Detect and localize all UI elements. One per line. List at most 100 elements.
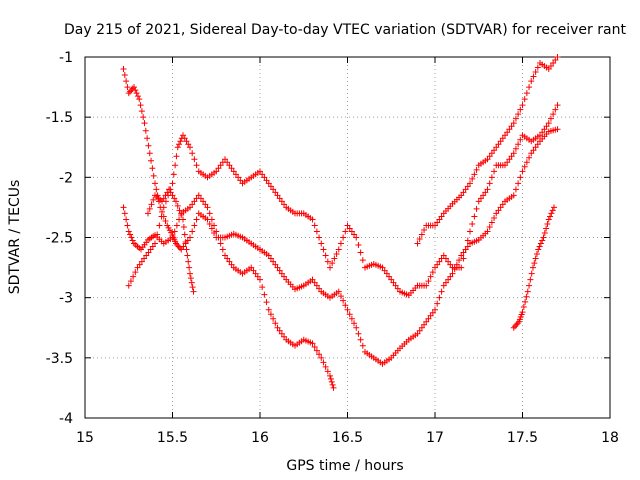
data-point-marker <box>480 192 487 199</box>
data-point-marker <box>181 135 188 142</box>
data-point-marker <box>388 276 395 283</box>
data-point-marker <box>281 333 288 340</box>
data-point-marker <box>392 282 399 289</box>
data-point-marker <box>187 270 193 277</box>
data-point-marker <box>232 171 239 178</box>
data-point-marker <box>125 282 132 289</box>
data-point-marker <box>254 273 261 280</box>
data-point-marker <box>434 261 441 268</box>
data-point-marker <box>445 258 452 265</box>
data-point-marker <box>552 57 559 64</box>
data-point-marker <box>484 156 491 163</box>
data-point-marker <box>235 174 242 181</box>
data-point-marker <box>348 315 355 322</box>
data-point-marker <box>530 73 537 80</box>
data-point-marker <box>491 168 498 175</box>
data-point-marker <box>434 300 441 307</box>
y-tick-label: -1 <box>59 50 73 66</box>
data-point-marker <box>530 264 536 271</box>
y-tick-label: -2.5 <box>46 231 73 247</box>
data-point-marker <box>148 201 155 208</box>
data-point-marker <box>458 264 465 271</box>
data-point-marker <box>348 228 355 235</box>
data-point-marker <box>527 276 534 283</box>
data-point-marker <box>482 189 489 196</box>
data-point-marker <box>176 141 183 148</box>
data-point-marker <box>311 222 318 229</box>
data-point-marker <box>469 175 476 182</box>
data-point-marker <box>335 288 342 295</box>
data-point-marker <box>138 108 145 115</box>
data-point-marker <box>523 293 530 300</box>
data-point-marker <box>272 189 279 196</box>
data-point-marker <box>170 171 177 178</box>
data-point-marker <box>160 204 167 211</box>
data-point-marker <box>427 273 434 280</box>
data-point-marker <box>497 204 504 211</box>
data-point-marker <box>554 126 561 133</box>
data-point-marker <box>167 189 174 196</box>
data-point-marker <box>322 363 329 370</box>
data-point-marker <box>515 141 522 148</box>
data-point-marker <box>440 252 447 259</box>
data-point-marker <box>311 344 318 351</box>
data-point-marker <box>346 311 353 318</box>
data-point-marker <box>171 228 178 235</box>
data-point-marker <box>427 312 434 319</box>
data-point-marker <box>486 223 493 230</box>
data-point-marker <box>531 260 538 267</box>
data-point-marker <box>429 269 436 276</box>
data-point-marker <box>351 320 358 327</box>
data-point-marker <box>248 264 255 271</box>
data-point-marker <box>178 246 185 253</box>
data-point-marker <box>320 246 327 253</box>
data-point-marker <box>351 231 358 238</box>
data-point-marker <box>173 198 179 205</box>
data-point-marker <box>418 324 425 331</box>
data-point-marker <box>176 245 183 252</box>
data-point-marker <box>502 132 508 139</box>
data-point-marker <box>146 150 153 157</box>
data-point-marker <box>174 144 181 151</box>
x-tick-label: 16.5 <box>332 430 363 446</box>
data-point-marker <box>522 298 529 305</box>
data-point-marker <box>447 273 454 280</box>
data-point-marker <box>188 279 195 286</box>
data-point-marker <box>187 275 194 282</box>
data-point-marker <box>414 330 421 337</box>
data-point-marker <box>140 114 147 121</box>
data-point-marker <box>190 288 197 295</box>
data-point-marker <box>495 207 502 214</box>
data-point-marker <box>169 192 176 199</box>
data-point-marker <box>517 106 524 113</box>
data-point-marker <box>324 258 331 265</box>
y-tick-labels: -4 -3.5 -3 -2.5 -2 -1.5 -1 <box>46 50 73 427</box>
data-point-marker <box>438 213 445 220</box>
data-point-marker <box>152 240 158 247</box>
axis-ticks <box>84 56 611 419</box>
data-point-marker <box>174 202 181 209</box>
data-point-marker <box>523 159 530 166</box>
data-point-marker <box>309 276 316 283</box>
data-point-marker <box>464 183 471 190</box>
chart-title: Day 215 of 2021, Sidereal Day-to-day VTE… <box>64 22 626 38</box>
data-point-marker <box>510 150 517 157</box>
data-point-marker <box>543 225 550 232</box>
data-point-marker <box>519 309 526 316</box>
data-point-marker <box>508 123 515 130</box>
data-point-marker <box>172 162 179 169</box>
data-point-marker <box>278 330 285 337</box>
data-point-marker <box>309 340 316 347</box>
data-point-marker <box>222 156 228 163</box>
data-point-marker <box>329 381 336 388</box>
data-point-marker <box>138 258 145 265</box>
data-point-marker <box>206 210 213 217</box>
data-point-marker <box>154 231 161 238</box>
data-point-marker <box>510 120 517 127</box>
data-point-marker <box>346 225 353 232</box>
data-point-marker <box>263 299 270 306</box>
data-point-marker <box>132 269 139 276</box>
data-point-marker <box>504 129 511 136</box>
data-point-marker <box>545 120 552 127</box>
data-point-marker <box>276 195 283 202</box>
